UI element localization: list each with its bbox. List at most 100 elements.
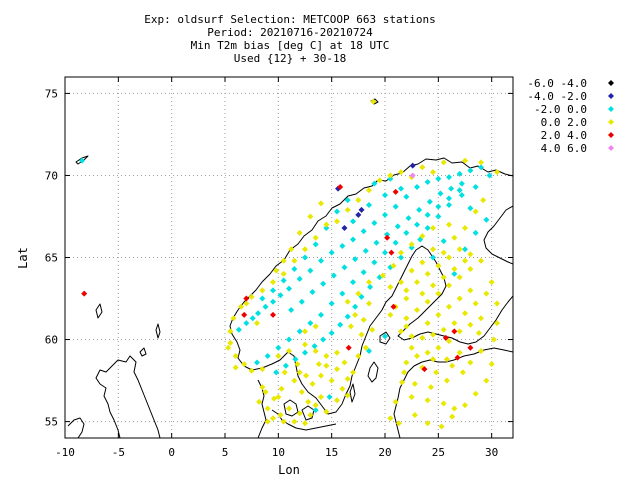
legend-swatch bbox=[608, 119, 614, 125]
station-marker bbox=[478, 257, 484, 264]
x-tick-label: 15 bbox=[325, 446, 338, 459]
station-marker bbox=[362, 247, 369, 254]
station-marker bbox=[227, 339, 234, 346]
x-tick-label: 0 bbox=[168, 446, 175, 459]
station-marker bbox=[232, 352, 239, 359]
station-marker bbox=[467, 167, 474, 174]
station-marker bbox=[334, 366, 340, 373]
station-marker bbox=[341, 224, 348, 231]
station-marker bbox=[430, 224, 436, 231]
station-marker bbox=[421, 366, 428, 373]
title-line-3: Min T2m bias [deg C] at 18 UTC bbox=[191, 39, 390, 52]
station-marker bbox=[282, 362, 289, 369]
station-marker bbox=[478, 315, 484, 322]
station-marker bbox=[323, 221, 330, 228]
station-marker bbox=[339, 385, 346, 392]
station-marker bbox=[347, 323, 354, 330]
station-marker bbox=[326, 393, 333, 400]
coastline-faroe bbox=[95, 303, 103, 319]
station-marker bbox=[352, 311, 359, 318]
station-marker bbox=[494, 320, 500, 327]
station-marker bbox=[344, 392, 351, 399]
station-marker bbox=[334, 349, 340, 356]
station-marker bbox=[241, 361, 248, 368]
station-marker bbox=[337, 183, 344, 190]
station-marker bbox=[307, 412, 314, 419]
station-marker bbox=[307, 213, 314, 220]
station-marker bbox=[456, 187, 463, 194]
station-marker bbox=[430, 331, 436, 338]
station-marker bbox=[399, 379, 406, 386]
coastline-scandinavia bbox=[229, 157, 513, 415]
station-marker bbox=[320, 280, 327, 287]
station-marker bbox=[339, 243, 346, 250]
station-marker bbox=[467, 321, 474, 328]
station-marker bbox=[371, 180, 378, 187]
station-marker bbox=[430, 282, 436, 289]
station-marker bbox=[227, 328, 234, 335]
station-marker bbox=[330, 272, 337, 279]
station-marker bbox=[291, 265, 298, 272]
station-marker bbox=[307, 267, 314, 274]
station-marker bbox=[373, 239, 380, 246]
station-marker bbox=[360, 316, 367, 323]
station-marker bbox=[451, 320, 458, 327]
station-marker bbox=[394, 223, 401, 230]
station-marker bbox=[286, 336, 292, 343]
station-marker bbox=[451, 265, 458, 272]
station-marker bbox=[472, 390, 479, 397]
station-marker bbox=[426, 198, 433, 205]
station-marker bbox=[483, 290, 490, 297]
x-axis: -10 -5 0 5 10 15 20 25 30 bbox=[55, 77, 498, 459]
station-marker bbox=[456, 295, 463, 302]
station-marker bbox=[311, 343, 318, 350]
legend-swatch bbox=[608, 93, 614, 99]
station-marker bbox=[318, 257, 324, 264]
station-marker bbox=[355, 211, 362, 218]
legend-swatch bbox=[608, 106, 614, 112]
station-marker bbox=[302, 328, 308, 335]
station-marker bbox=[446, 221, 452, 228]
station-marker bbox=[302, 349, 308, 356]
x-tick-label: -5 bbox=[112, 446, 125, 459]
station-marker bbox=[280, 418, 287, 425]
station-marker bbox=[398, 254, 404, 261]
station-marker bbox=[243, 295, 250, 302]
station-marker bbox=[478, 164, 484, 171]
station-marker bbox=[309, 380, 316, 387]
station-marker bbox=[427, 384, 434, 391]
station-marker bbox=[370, 98, 377, 105]
station-marker bbox=[430, 254, 436, 261]
station-marker bbox=[360, 228, 367, 235]
station-marker bbox=[467, 287, 474, 294]
station-marker bbox=[388, 249, 395, 256]
station-marker bbox=[392, 239, 399, 246]
station-marker bbox=[341, 359, 348, 366]
station-marker bbox=[403, 359, 410, 366]
station-marker bbox=[328, 249, 335, 256]
station-marker bbox=[462, 224, 468, 231]
station-marker bbox=[467, 359, 474, 366]
legend: -6.0 -4.0-4.0 -2.0-2.0 0.0 0.0 2.0 2.0 4… bbox=[527, 77, 614, 155]
station-marker bbox=[302, 341, 308, 348]
legend-swatch bbox=[608, 145, 614, 151]
station-marker bbox=[438, 423, 445, 430]
station-marker bbox=[430, 169, 436, 176]
station-marker bbox=[392, 203, 399, 210]
station-marker bbox=[382, 211, 388, 218]
station-marker bbox=[334, 397, 340, 404]
station-marker bbox=[292, 356, 299, 363]
station-marker bbox=[435, 344, 442, 351]
station-marker bbox=[350, 236, 356, 243]
station-marker bbox=[483, 216, 490, 223]
station-marker bbox=[435, 311, 442, 318]
station-marker bbox=[488, 361, 495, 368]
station-marker bbox=[344, 298, 351, 305]
station-marker bbox=[366, 279, 372, 286]
title-line-4: Used {12} + 30-18 bbox=[234, 52, 347, 65]
station-marker bbox=[352, 256, 359, 263]
station-marker bbox=[256, 398, 263, 405]
station-marker bbox=[230, 315, 237, 322]
station-marker bbox=[440, 274, 447, 281]
coastline-kola bbox=[483, 205, 513, 265]
